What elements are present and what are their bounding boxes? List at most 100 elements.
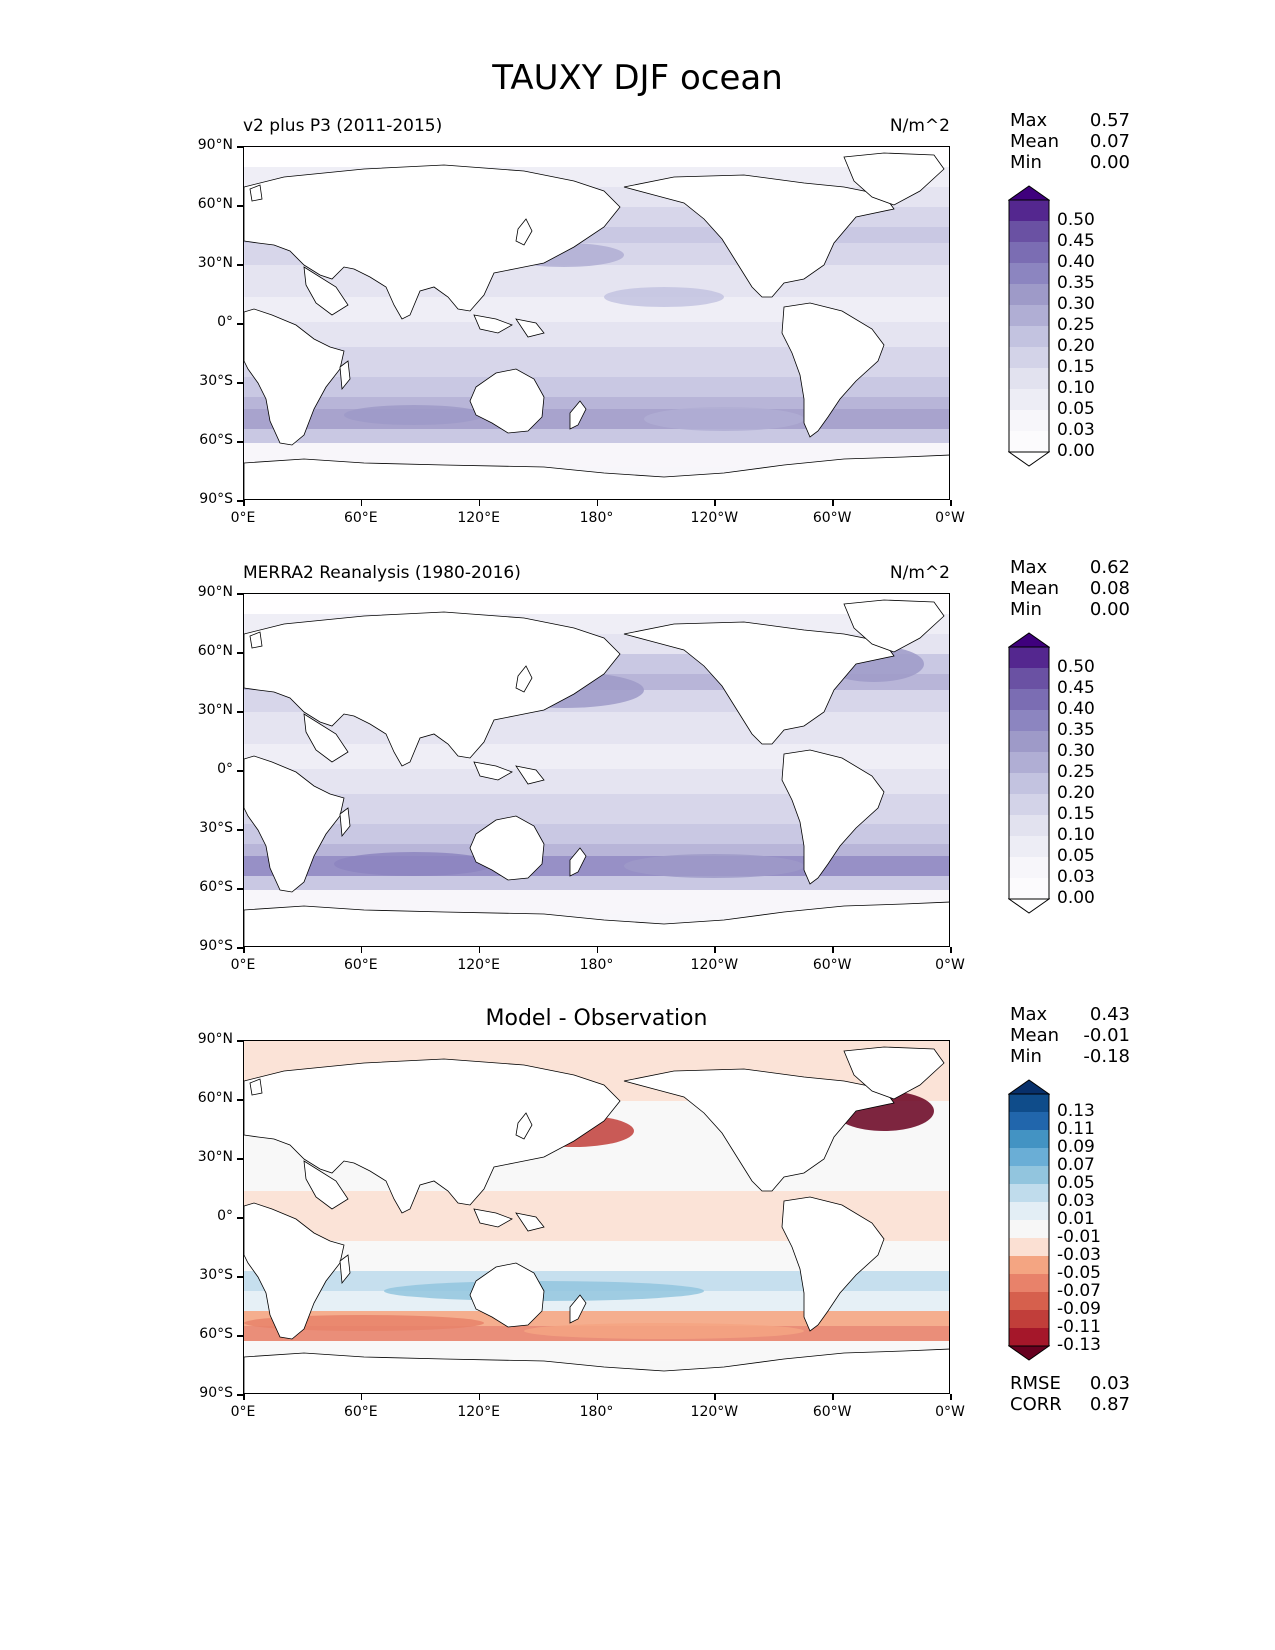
y-tick-label: 90°S: [199, 491, 233, 507]
colorbar-label: 0.35: [1057, 273, 1095, 293]
colorbar-segment: [1009, 857, 1049, 879]
land-outline: [244, 1348, 949, 1393]
land-outline: [781, 302, 885, 438]
y-tick-label: 0°: [217, 314, 233, 330]
land-outline: [339, 1254, 351, 1285]
x-tick: [596, 1394, 598, 1400]
colorbar-border: [1008, 1093, 1050, 1347]
x-tick: [243, 1394, 245, 1400]
colorbar-label: -0.07: [1057, 1281, 1101, 1301]
y-tick: [237, 500, 243, 502]
y-tick: [237, 205, 243, 207]
y-tick-label: 90°S: [199, 1385, 233, 1401]
y-tick-label: 90°N: [197, 137, 233, 153]
x-tick-label: 180°: [579, 957, 614, 973]
x-tick: [478, 1394, 481, 1400]
x-tick: [714, 500, 716, 506]
y-tick: [237, 323, 243, 325]
colorbar-label: 0.15: [1057, 804, 1095, 824]
colorbar-segment: [1009, 1256, 1049, 1275]
colorbar-segment: [1009, 1166, 1049, 1185]
y-tick: [237, 652, 243, 654]
colorbar-segment: [1009, 263, 1049, 285]
map-panel-test: [243, 146, 950, 500]
land-outline: [244, 901, 949, 946]
y-tick-label: 60°S: [199, 879, 233, 895]
land-outline: [515, 218, 533, 246]
x-tick: [478, 500, 481, 506]
colorbar-segment: [1009, 878, 1049, 900]
colorbar-label: -0.03: [1057, 1245, 1101, 1265]
stat-value: 0.57: [1089, 110, 1130, 131]
x-tick: [950, 947, 952, 953]
map-panel-diff: [243, 1040, 950, 1394]
colorbar-extend-max: [1008, 632, 1050, 648]
stat-label: Max: [1010, 110, 1048, 131]
y-tick: [237, 770, 243, 772]
y-tick: [237, 1394, 243, 1396]
colorbar-segment: [1009, 305, 1049, 327]
colorbar-segment: [1009, 284, 1049, 306]
colorbar-label: 0.07: [1057, 1155, 1095, 1175]
stress-band: [244, 824, 949, 844]
colorbar-label: 0.03: [1057, 1191, 1095, 1211]
x-tick: [478, 947, 481, 953]
y-tick: [237, 593, 243, 595]
colorbar-label: 0.15: [1057, 357, 1095, 377]
x-tick-label: 120°E: [457, 1404, 500, 1420]
colorbar-label: 0.05: [1057, 846, 1095, 866]
colorbar-label: 0.20: [1057, 783, 1095, 803]
y-tick-label: 90°N: [197, 584, 233, 600]
colorbar-segment: [1009, 647, 1049, 669]
stat-label: Min: [1010, 1046, 1042, 1067]
land-outline: [515, 1212, 545, 1232]
y-tick: [237, 441, 243, 443]
colorbar-segment: [1009, 689, 1049, 711]
x-tick: [832, 947, 834, 953]
panel-units: N/m^2: [889, 116, 950, 136]
y-tick-label: 30°S: [199, 373, 233, 389]
colorbar-label: 0.40: [1057, 699, 1095, 719]
colorbar-segment: [1009, 1274, 1049, 1293]
colorbar-border: [1008, 199, 1050, 453]
colorbar-label: 0.40: [1057, 252, 1095, 272]
x-tick-label: 0°W: [935, 957, 965, 973]
land-outline: [244, 454, 949, 499]
stress-band: [244, 844, 949, 856]
land-outline: [249, 184, 263, 202]
x-tick-label: 0°E: [230, 510, 256, 526]
colorbar-label: 0.50: [1057, 210, 1095, 230]
colorbar-segment: [1009, 389, 1049, 411]
colorbar-label: 0.20: [1057, 336, 1095, 356]
x-tick-label: 60°W: [812, 510, 852, 526]
x-tick: [950, 500, 952, 506]
stat-value: -0.01: [1083, 1025, 1130, 1046]
y-tick-label: 0°: [217, 1208, 233, 1224]
panel-title-left: v2 plus P3 (2011-2015): [243, 116, 443, 136]
y-tick-label: 60°S: [199, 1326, 233, 1342]
stress-band: [244, 377, 949, 397]
y-tick: [237, 1276, 243, 1278]
colorbar-segment: [1009, 836, 1049, 858]
y-tick-label: 30°N: [197, 702, 233, 718]
colorbar-label: 0.10: [1057, 378, 1095, 398]
colorbar-segment: [1009, 1292, 1049, 1311]
x-tick: [360, 1394, 363, 1400]
land-outline: [515, 765, 545, 785]
y-tick: [237, 1099, 243, 1101]
colorbar-label: 0.35: [1057, 720, 1095, 740]
x-tick-label: 180°: [579, 1404, 614, 1420]
stress-band: [244, 1341, 949, 1361]
colorbar-label: 0.03: [1057, 867, 1095, 887]
x-tick-label: 0°W: [935, 1404, 965, 1420]
colorbar-label: -0.13: [1057, 1335, 1101, 1355]
land-outline: [244, 308, 345, 446]
colorbar-segment: [1009, 1184, 1049, 1203]
colorbar-label: 0.00: [1057, 441, 1095, 461]
stat-value: 0.87: [1089, 1394, 1130, 1415]
y-tick: [237, 1040, 243, 1042]
colorbar-reference: [1008, 632, 1050, 914]
colorbar-segment: [1009, 815, 1049, 837]
y-tick: [237, 1158, 243, 1160]
colorbar-extend-min: [1008, 898, 1050, 914]
